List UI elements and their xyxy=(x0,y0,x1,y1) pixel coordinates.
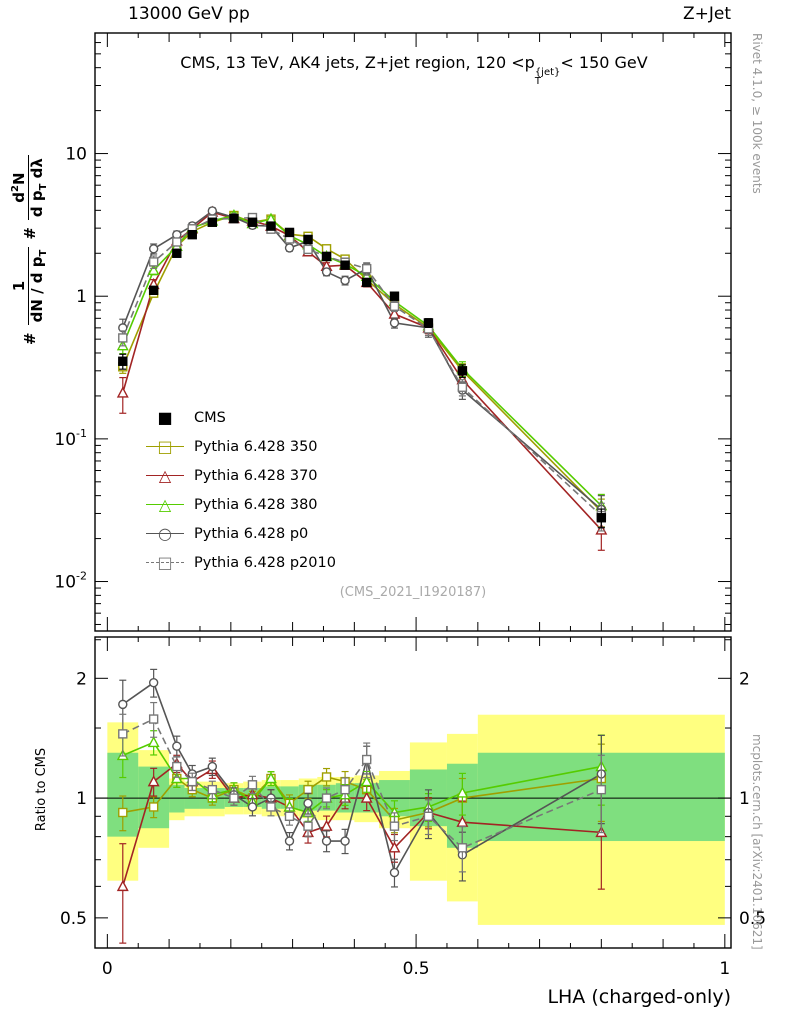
legend-label: Pythia 6.428 p0 xyxy=(194,525,309,542)
svg-text:0: 0 xyxy=(102,959,113,979)
beam-energy-label: 13000 GeV pp xyxy=(128,4,250,24)
legend-marker-icon: ■ xyxy=(146,408,184,428)
ylabel-fraction-2: d2N d pT dλ xyxy=(10,155,50,221)
legend-label: Pythia 6.428 380 xyxy=(194,496,318,513)
legend-item: ■ CMS xyxy=(146,403,336,432)
svg-text:1: 1 xyxy=(76,789,87,809)
legend-label: Pythia 6.428 350 xyxy=(194,438,318,455)
legend-marker-icon: △ xyxy=(146,466,184,486)
panel-title-pre: CMS, 13 TeV, AK4 jets, Z+jet region, 120… xyxy=(180,53,535,72)
legend-line xyxy=(146,503,184,505)
process-label: Z+Jet xyxy=(682,4,731,24)
legend-label: Pythia 6.428 370 xyxy=(194,467,318,484)
svg-text:0.5: 0.5 xyxy=(403,959,430,979)
svg-text:2: 2 xyxy=(76,669,87,689)
pt-jet-stack: {jet} T xyxy=(534,67,561,87)
panel-title-sup: {jet} xyxy=(534,67,561,78)
svg-text:1: 1 xyxy=(719,959,730,979)
ylabel-hash-2: # xyxy=(20,227,39,240)
ylabel-hash-1: # xyxy=(20,332,39,345)
ylabel-fraction-1: 1 dN / d pT xyxy=(10,246,50,326)
legend-marker-icon: □ xyxy=(146,553,184,573)
svg-text:0.5: 0.5 xyxy=(739,909,766,929)
svg-text:1: 1 xyxy=(76,287,87,307)
legend-glyph-icon: □ xyxy=(157,552,173,572)
svg-text:1: 1 xyxy=(739,789,750,809)
legend-marker-icon: △ xyxy=(146,495,184,515)
legend-item: ○ Pythia 6.428 p0 xyxy=(146,519,336,548)
legend-glyph-icon: ■ xyxy=(157,407,173,427)
legend-marker-icon: ○ xyxy=(146,524,184,544)
ratio-axis-label: Ratio to CMS xyxy=(34,747,49,832)
svg-text:0.5: 0.5 xyxy=(60,909,87,929)
legend-glyph-icon: △ xyxy=(158,465,172,485)
analysis-id-watermark: (CMS_2021_I1920187) xyxy=(339,585,487,600)
legend-item: △ Pythia 6.428 370 xyxy=(146,461,336,490)
legend: ■ CMS □ Pythia 6.428 350 △ Pythia 6.428 370 △ P… xyxy=(146,403,336,577)
legend-glyph-icon: △ xyxy=(158,494,172,514)
panel-title-post: < 150 GeV xyxy=(560,53,648,72)
legend-item: □ Pythia 6.428 p2010 xyxy=(146,548,336,577)
legend-item: △ Pythia 6.428 380 xyxy=(146,490,336,519)
legend-glyph-icon: ○ xyxy=(158,523,172,543)
rivet-version-note: Rivet 4.1.0, ≥ 100k events xyxy=(750,33,764,194)
svg-text:10: 10 xyxy=(65,145,87,165)
legend-label: Pythia 6.428 p2010 xyxy=(194,554,336,571)
legend-glyph-icon: □ xyxy=(157,436,173,456)
legend-line xyxy=(146,474,184,476)
legend-label: CMS xyxy=(194,409,226,426)
x-axis-label: LHA (charged-only) xyxy=(547,986,731,1008)
svg-text:10-2: 10-2 xyxy=(54,570,87,593)
panel-title-sub: T xyxy=(534,76,541,87)
y-axis-label: # 1 dN / d pT # d2N d pT dλ xyxy=(10,25,50,345)
svg-text:10-1: 10-1 xyxy=(54,427,87,450)
legend-item: □ Pythia 6.428 350 xyxy=(146,432,336,461)
svg-text:2: 2 xyxy=(739,669,750,689)
legend-line xyxy=(146,532,184,534)
legend-line xyxy=(146,445,184,447)
legend-marker-icon: □ xyxy=(146,437,184,457)
panel-title: CMS, 13 TeV, AK4 jets, Z+jet region, 120… xyxy=(100,53,728,87)
mcplots-arxiv-note: mcplots.cern.ch [arXiv:2401.10621] xyxy=(750,734,764,950)
legend-line xyxy=(146,561,184,563)
